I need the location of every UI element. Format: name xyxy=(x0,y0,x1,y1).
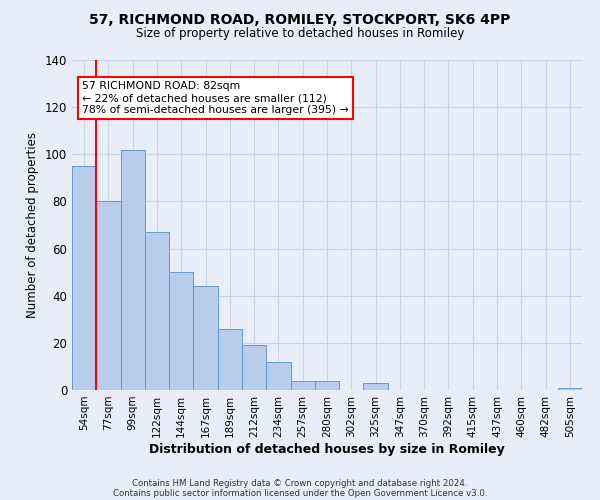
Bar xyxy=(315,380,339,390)
Text: Contains public sector information licensed under the Open Government Licence v3: Contains public sector information licen… xyxy=(113,488,487,498)
X-axis label: Distribution of detached houses by size in Romiley: Distribution of detached houses by size … xyxy=(149,442,505,456)
Bar xyxy=(169,272,193,390)
Y-axis label: Number of detached properties: Number of detached properties xyxy=(26,132,39,318)
Bar xyxy=(193,286,218,390)
Text: 57, RICHMOND ROAD, ROMILEY, STOCKPORT, SK6 4PP: 57, RICHMOND ROAD, ROMILEY, STOCKPORT, S… xyxy=(89,12,511,26)
Text: 57 RICHMOND ROAD: 82sqm
← 22% of detached houses are smaller (112)
78% of semi-d: 57 RICHMOND ROAD: 82sqm ← 22% of detache… xyxy=(82,82,349,114)
Bar xyxy=(145,232,169,390)
Text: Size of property relative to detached houses in Romiley: Size of property relative to detached ho… xyxy=(136,28,464,40)
Bar xyxy=(558,388,582,390)
Bar xyxy=(96,202,121,390)
Bar xyxy=(121,150,145,390)
Text: Contains HM Land Registry data © Crown copyright and database right 2024.: Contains HM Land Registry data © Crown c… xyxy=(132,478,468,488)
Bar xyxy=(72,166,96,390)
Bar xyxy=(266,362,290,390)
Bar xyxy=(364,383,388,390)
Bar xyxy=(218,328,242,390)
Bar xyxy=(290,380,315,390)
Bar xyxy=(242,345,266,390)
